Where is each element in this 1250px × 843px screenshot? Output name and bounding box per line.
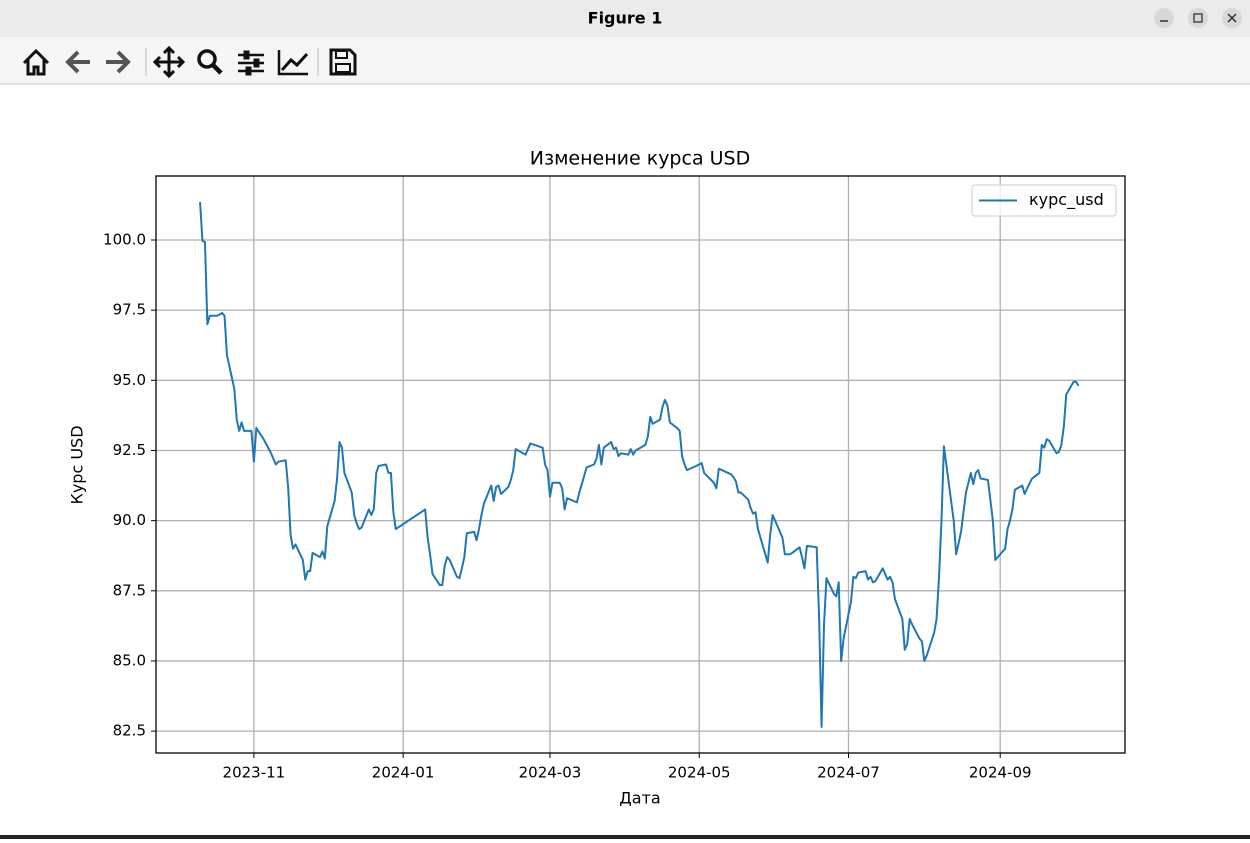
y-tick-label: 92.5 <box>113 441 146 459</box>
x-tick-label: 2024-05 <box>668 764 731 782</box>
y-axis-label: Курс USD <box>68 425 87 504</box>
y-tick-label: 82.5 <box>113 722 146 740</box>
y-tick-label: 95.0 <box>113 371 146 389</box>
toolbar-buttons[interactable] <box>22 45 357 79</box>
x-tick-label: 2024-07 <box>817 764 880 782</box>
y-tick-label: 97.5 <box>113 301 146 319</box>
plot-frame <box>155 175 1126 754</box>
x-tick-label: 2024-01 <box>372 764 435 782</box>
x-tick-label: 2023-11 <box>223 764 286 782</box>
y-tick-label: 90.0 <box>113 511 146 529</box>
legend-label: курс_usd <box>1029 190 1104 210</box>
data-line <box>199 202 1080 728</box>
window-border <box>0 835 1250 839</box>
y-tick-label: 87.5 <box>113 581 146 599</box>
plot: Изменение курса USD Дата Курс USD 82.5 85… <box>68 148 1126 808</box>
x-axis-label: Дата <box>619 789 660 808</box>
y-tick-label: 100.0 <box>103 230 146 248</box>
legend-box <box>971 184 1117 217</box>
y-tick-label: 85.0 <box>113 651 146 669</box>
chart-title: Изменение курса USD <box>530 148 750 170</box>
toolbar <box>0 37 1250 84</box>
x-tick-label: 2024-09 <box>969 764 1032 782</box>
title-bar <box>0 0 1250 37</box>
window-controls[interactable] <box>1154 8 1242 28</box>
window-title: Figure 1 <box>588 9 663 28</box>
x-tick-label: 2024-03 <box>519 764 582 782</box>
